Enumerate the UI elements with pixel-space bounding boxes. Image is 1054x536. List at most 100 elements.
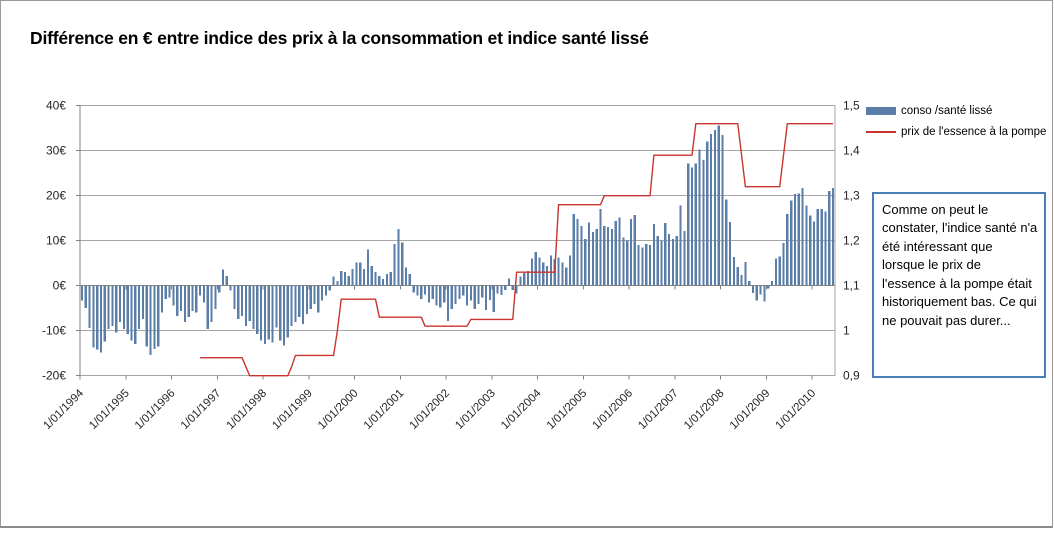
bar[interactable] bbox=[786, 214, 789, 286]
bar[interactable] bbox=[374, 272, 377, 286]
bar[interactable] bbox=[347, 275, 350, 286]
bar[interactable] bbox=[614, 220, 617, 286]
bar[interactable] bbox=[385, 274, 389, 286]
bar[interactable] bbox=[809, 215, 812, 286]
bar[interactable] bbox=[408, 274, 411, 286]
bar[interactable] bbox=[286, 285, 289, 338]
bar[interactable] bbox=[176, 285, 179, 316]
bar[interactable] bbox=[401, 242, 404, 286]
bar[interactable] bbox=[664, 223, 667, 286]
bar[interactable] bbox=[770, 281, 774, 286]
bar[interactable] bbox=[199, 285, 202, 296]
bar[interactable] bbox=[378, 275, 381, 286]
bar[interactable] bbox=[820, 209, 823, 286]
bar[interactable] bbox=[412, 285, 415, 293]
bar[interactable] bbox=[271, 285, 274, 343]
bar[interactable] bbox=[748, 281, 751, 286]
bar[interactable] bbox=[587, 222, 591, 286]
bar[interactable] bbox=[629, 219, 633, 286]
bar[interactable] bbox=[690, 167, 694, 286]
bar[interactable] bbox=[427, 285, 430, 303]
bar[interactable] bbox=[141, 285, 145, 319]
bar[interactable] bbox=[473, 285, 476, 310]
bar[interactable] bbox=[732, 256, 736, 286]
bar[interactable] bbox=[546, 265, 549, 286]
bar[interactable] bbox=[416, 285, 419, 296]
bar[interactable] bbox=[709, 134, 713, 286]
bar[interactable] bbox=[107, 285, 110, 329]
bar[interactable] bbox=[80, 285, 84, 301]
bar[interactable] bbox=[828, 190, 831, 286]
bar[interactable] bbox=[134, 285, 137, 345]
bar[interactable] bbox=[595, 229, 598, 286]
bar[interactable] bbox=[511, 285, 514, 291]
bar[interactable] bbox=[351, 269, 354, 286]
bar[interactable] bbox=[122, 285, 125, 329]
bar[interactable] bbox=[294, 285, 297, 323]
bar[interactable] bbox=[138, 285, 141, 329]
bar[interactable] bbox=[584, 238, 587, 286]
bar[interactable] bbox=[450, 285, 453, 310]
bar[interactable] bbox=[439, 285, 442, 308]
bar[interactable] bbox=[279, 285, 282, 341]
bar[interactable] bbox=[168, 285, 171, 298]
bar[interactable] bbox=[370, 265, 373, 286]
bar[interactable] bbox=[755, 285, 758, 301]
bar[interactable] bbox=[225, 275, 228, 286]
bar[interactable] bbox=[633, 215, 636, 286]
bar[interactable] bbox=[397, 229, 400, 286]
bar[interactable] bbox=[515, 285, 518, 294]
bar[interactable] bbox=[568, 255, 572, 286]
bar[interactable] bbox=[610, 229, 614, 286]
bar[interactable] bbox=[488, 285, 492, 301]
bar[interactable] bbox=[130, 285, 133, 341]
bar[interactable] bbox=[260, 285, 263, 341]
bar[interactable] bbox=[301, 285, 305, 324]
bar[interactable] bbox=[831, 188, 835, 286]
bar[interactable] bbox=[767, 285, 770, 289]
bar[interactable] bbox=[443, 285, 446, 303]
bar[interactable] bbox=[336, 280, 339, 286]
bar[interactable] bbox=[763, 285, 766, 302]
bar[interactable] bbox=[713, 130, 716, 286]
bar[interactable] bbox=[309, 285, 312, 310]
bar[interactable] bbox=[332, 276, 335, 286]
bar[interactable] bbox=[88, 285, 91, 328]
bar[interactable] bbox=[481, 285, 484, 298]
bar[interactable] bbox=[706, 141, 709, 286]
bar[interactable] bbox=[359, 262, 362, 286]
legend-item-essence[interactable]: prix de l'essence à la pompe bbox=[866, 121, 1046, 142]
bar[interactable] bbox=[160, 285, 164, 313]
bar[interactable] bbox=[256, 285, 259, 334]
bar[interactable] bbox=[229, 285, 232, 291]
bar[interactable] bbox=[519, 276, 522, 286]
bar[interactable] bbox=[618, 217, 621, 286]
bar[interactable] bbox=[496, 285, 499, 294]
bar[interactable] bbox=[179, 285, 183, 311]
bar[interactable] bbox=[793, 193, 797, 286]
bar[interactable] bbox=[687, 163, 690, 286]
bar[interactable] bbox=[526, 270, 530, 286]
bar[interactable] bbox=[454, 285, 457, 305]
bar[interactable] bbox=[652, 224, 655, 286]
bar[interactable] bbox=[195, 285, 198, 313]
bar[interactable] bbox=[164, 285, 167, 300]
bar[interactable] bbox=[191, 285, 194, 311]
price-line-essence[interactable] bbox=[200, 123, 834, 377]
bar[interactable] bbox=[458, 285, 461, 300]
bar[interactable] bbox=[115, 285, 118, 333]
bar[interactable] bbox=[683, 230, 686, 286]
bar[interactable] bbox=[282, 285, 286, 346]
bar[interactable] bbox=[469, 285, 472, 301]
bar[interactable] bbox=[431, 285, 434, 300]
bar[interactable] bbox=[321, 285, 324, 301]
bar[interactable] bbox=[149, 285, 152, 355]
bar[interactable] bbox=[99, 285, 103, 353]
bar[interactable] bbox=[187, 285, 190, 318]
bar[interactable] bbox=[648, 245, 652, 286]
bar[interactable] bbox=[343, 272, 347, 286]
bar[interactable] bbox=[500, 285, 503, 296]
bar[interactable] bbox=[656, 235, 659, 286]
bar[interactable] bbox=[774, 258, 777, 286]
bar[interactable] bbox=[172, 285, 175, 306]
